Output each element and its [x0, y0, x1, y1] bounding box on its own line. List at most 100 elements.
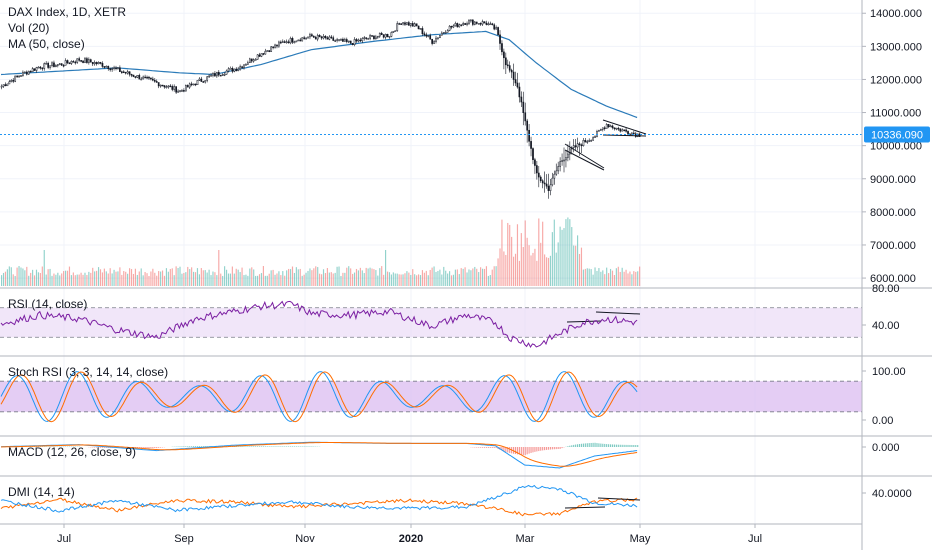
macd-hist-bar	[538, 447, 540, 452]
volume-bar	[493, 266, 495, 286]
volume-bar	[334, 272, 336, 286]
volume-bar	[189, 269, 191, 286]
volume-bar	[398, 274, 400, 286]
candle-body	[183, 90, 185, 92]
volume-bar	[332, 273, 334, 286]
candle-body	[559, 161, 561, 167]
volume-bar	[68, 266, 71, 286]
dmi-title[interactable]: DMI (14, 14)	[8, 485, 75, 499]
volume-bar	[557, 242, 559, 286]
candle-body	[128, 71, 131, 75]
candle-body	[82, 60, 84, 63]
candle-body	[47, 62, 49, 68]
trendline-b-upper	[602, 119, 647, 135]
volume-bar	[625, 269, 627, 286]
candle-body	[396, 23, 399, 31]
volume-bar	[534, 248, 536, 286]
volume-bar	[206, 272, 208, 286]
candle-body	[353, 39, 356, 45]
candle-body	[113, 67, 115, 69]
volume-bar	[295, 267, 297, 286]
volume-bar	[181, 273, 183, 286]
volume-bar	[138, 271, 140, 286]
candle-body	[243, 64, 245, 68]
macd-hist-bar	[107, 447, 109, 448]
candle-body	[316, 35, 319, 40]
candle-body	[485, 22, 488, 25]
candle-body	[165, 86, 168, 89]
volume-bar	[255, 275, 257, 286]
macd-title[interactable]: MACD (12, 26, close, 9)	[8, 445, 137, 459]
macd-hist-bar	[586, 443, 588, 447]
candle-body	[596, 131, 598, 137]
volume-bar	[549, 255, 552, 286]
legend-volume[interactable]: Vol (20)	[8, 21, 50, 35]
volume-bar	[200, 268, 202, 286]
volume-bar	[321, 274, 323, 286]
legend-ma[interactable]: MA (50, close)	[8, 37, 85, 51]
volume-bar	[132, 273, 135, 286]
candle-body	[510, 69, 513, 73]
legend-title[interactable]: DAX Index, 1D, XETR	[8, 5, 127, 19]
volume-bar	[216, 275, 218, 286]
volume-bar	[88, 271, 90, 286]
candle-body	[99, 62, 102, 64]
volume-bar	[158, 271, 160, 286]
stoch-title[interactable]: Stoch RSI (3, 3, 14, 14, close)	[8, 365, 169, 379]
candle-body	[501, 43, 503, 53]
macd-hist-bar	[557, 447, 559, 450]
indicator-tick-label: 40.0000	[872, 488, 912, 500]
volume-bar	[447, 273, 449, 286]
volume-bar	[449, 271, 451, 286]
candle-body	[307, 36, 309, 39]
candle-body	[225, 70, 228, 75]
macd-hist-bar	[600, 443, 602, 447]
candle-body	[357, 39, 360, 42]
rsi-title[interactable]: RSI (14, close)	[8, 297, 88, 311]
candle-body	[330, 36, 333, 39]
volume-bar	[544, 254, 546, 286]
candle-body	[272, 46, 274, 49]
candle-body	[130, 74, 133, 76]
candle-body	[12, 79, 15, 82]
candle-body	[503, 51, 505, 59]
volume-bar	[45, 274, 47, 286]
current-price-label: 10336.090	[871, 130, 923, 142]
volume-bar	[417, 274, 420, 286]
candle-body	[561, 160, 563, 162]
candle-body	[250, 58, 253, 62]
candle-body	[22, 71, 24, 76]
volume-bar	[619, 271, 621, 286]
price-axis[interactable]: 14000.000 13000.000 12000.000 11000.000 1000…	[862, 8, 922, 285]
candle-body	[88, 59, 90, 63]
macd-hist-bar	[272, 446, 274, 447]
candle-body	[388, 36, 391, 38]
macd-hist-bar	[609, 444, 612, 447]
macd-hist-bar	[156, 447, 158, 449]
macd-hist-bar	[489, 447, 491, 448]
volume-bar	[608, 273, 610, 286]
candle-body	[258, 54, 261, 57]
time-tick-label: Mar	[516, 533, 535, 545]
candle-body	[39, 66, 42, 69]
candle-body	[479, 23, 482, 25]
candle-body	[78, 58, 81, 61]
candle-body	[483, 21, 486, 24]
volume-bar	[592, 274, 594, 286]
macd-hist-bar	[101, 447, 104, 448]
candle-body	[359, 39, 362, 42]
candle-body	[351, 43, 354, 45]
volume-bar	[18, 266, 20, 286]
volume-bar	[94, 271, 96, 286]
volume-bar	[481, 268, 484, 286]
time-axis[interactable]: Jul Sep Nov 2020 Mar May Jul	[57, 524, 762, 545]
volume-bar	[538, 218, 540, 286]
candle-body	[574, 145, 577, 148]
volume-bar	[65, 270, 67, 286]
macd-hist-bar	[97, 447, 100, 448]
volume-bar	[511, 236, 513, 286]
candle-body	[33, 68, 36, 71]
candle-body	[361, 38, 364, 42]
macd-hist-bar	[575, 444, 577, 447]
